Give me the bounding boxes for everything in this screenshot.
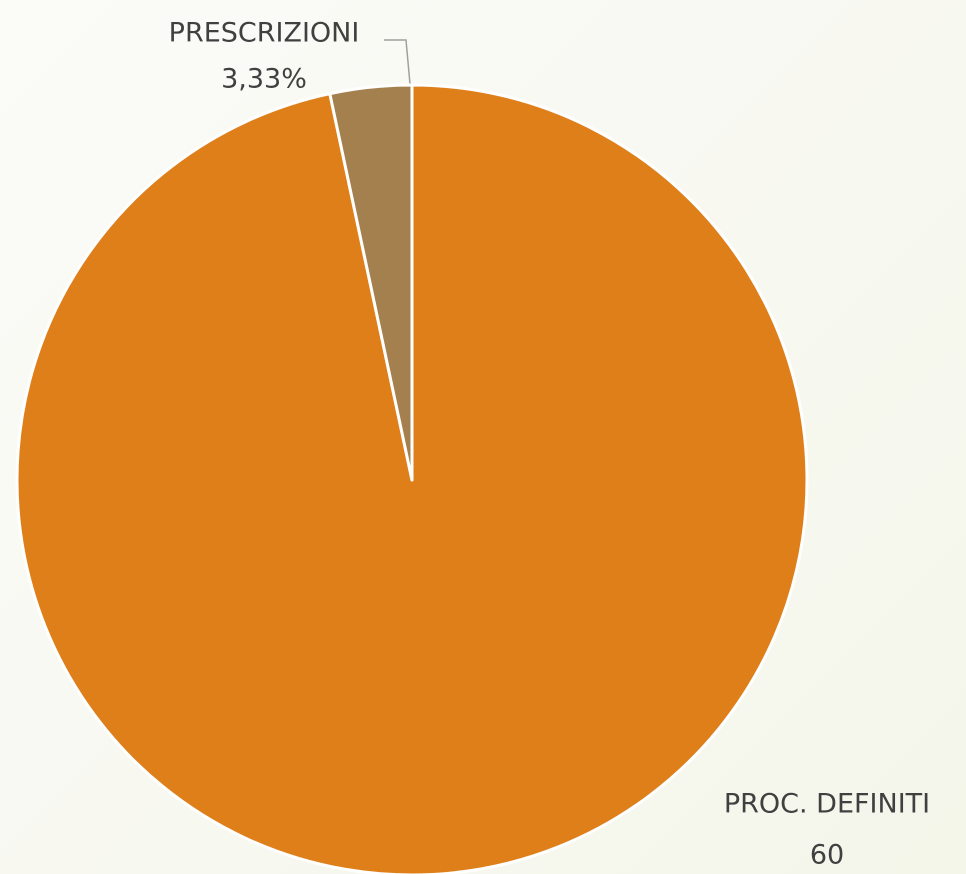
pie-slice [15,83,809,874]
pie-slice [328,83,414,482]
value-label: 60 [810,840,844,871]
value-label: 3,33% [221,64,307,95]
leader-line [384,39,411,85]
slice-label: PROC. DEFINITI [724,789,930,820]
slice-label: PRESCRIZIONI [169,18,360,49]
